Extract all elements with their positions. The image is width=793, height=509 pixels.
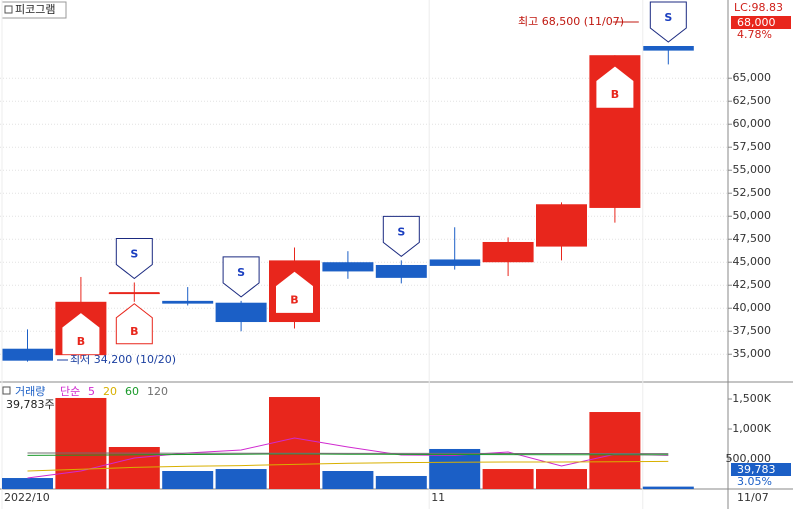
buy-signal xyxy=(115,303,153,345)
buy-signal-label: B xyxy=(611,88,619,101)
sell-signal-label: S xyxy=(237,266,245,279)
y-tick-label: 65,000 xyxy=(733,71,772,84)
y-tick-label: 37,500 xyxy=(733,324,772,337)
y-tick-label: 57,500 xyxy=(733,140,772,153)
lc-label: LC:98.83 xyxy=(734,1,783,14)
x-tick-label: 11 xyxy=(431,491,445,504)
y-tick-label: 35,000 xyxy=(733,347,772,360)
sell-signal-label: S xyxy=(664,11,672,24)
candle-body xyxy=(536,204,587,247)
buy-signal xyxy=(276,271,313,313)
volume-bar xyxy=(375,475,427,489)
buy-signal-label: B xyxy=(77,335,85,348)
y-tick-label: 55,000 xyxy=(733,163,772,176)
volume-flag-label: 39,783 xyxy=(737,463,776,476)
sell-signal xyxy=(115,237,153,280)
ma-line xyxy=(27,452,669,455)
sell-signal xyxy=(222,256,260,298)
y-tick-label: 60,000 xyxy=(733,117,772,130)
volume-title: 거래량 xyxy=(15,385,45,398)
candle-body xyxy=(322,262,374,272)
y-tick-label: 40,000 xyxy=(733,301,772,314)
y-tick-label: 52,500 xyxy=(733,186,772,199)
legend-label: 20 xyxy=(103,385,117,398)
sell-signal-label: S xyxy=(397,225,405,238)
change-label: 4.78% xyxy=(737,28,772,41)
legend-label: 단순 xyxy=(60,385,80,398)
buy-signal-label: B xyxy=(290,293,298,306)
y-tick-label: 50,000 xyxy=(733,209,772,222)
legend-label: 5 xyxy=(88,385,95,398)
volume-icon xyxy=(2,386,11,395)
legend-label: 120 xyxy=(147,385,168,398)
legend-label: 60 xyxy=(125,385,139,398)
y-tick-label: 1,500K xyxy=(732,392,771,405)
y-tick-label: 62,500 xyxy=(733,94,772,107)
ma-line xyxy=(27,460,669,472)
sell-signal-label: S xyxy=(130,247,138,260)
volume-bar xyxy=(2,478,53,489)
ma-line xyxy=(27,437,669,479)
y-tick-label: 45,000 xyxy=(733,255,772,268)
volume-bar xyxy=(215,469,267,489)
candle-body xyxy=(429,259,481,266)
volume-ratio: 3.05% xyxy=(737,475,772,488)
candle-body xyxy=(108,292,160,295)
y-tick-label: 42,500 xyxy=(733,278,772,291)
price-flag xyxy=(731,16,791,29)
high-annotation: 최고 68,500 (11/07) xyxy=(518,15,624,28)
buy-signal xyxy=(596,66,634,108)
y-tick-label: 47,500 xyxy=(733,232,772,245)
volume-bar xyxy=(536,469,587,489)
x-tick-label: 11/07 xyxy=(737,491,769,504)
volume-bar xyxy=(55,397,107,489)
volume-bar xyxy=(162,471,214,489)
y-tick-label: 500,000 xyxy=(726,452,772,465)
candle-body xyxy=(215,302,267,323)
volume-bar xyxy=(589,412,641,489)
volume-bar xyxy=(482,469,534,489)
volume-bar xyxy=(642,486,694,489)
title-icon xyxy=(4,5,13,14)
chart-title: 피코그램 xyxy=(15,3,55,16)
ma-line xyxy=(27,453,669,456)
buy-signal xyxy=(62,313,100,355)
price-flag-label: 68,000 xyxy=(737,16,776,29)
x-tick-label: 2022/10 xyxy=(4,491,50,504)
volume-bar xyxy=(269,397,320,489)
volume-flag xyxy=(731,463,791,476)
candle-body xyxy=(642,46,694,51)
low-annotation: 최저 34,200 (10/20) xyxy=(70,353,176,366)
buy-signal-label: B xyxy=(130,325,138,338)
sell-signal xyxy=(649,1,687,43)
sell-signal xyxy=(382,215,420,258)
volume-bar xyxy=(322,471,374,489)
candle-body xyxy=(375,264,427,278)
candle-body xyxy=(2,348,53,361)
y-tick-label: 1,000K xyxy=(732,422,771,435)
candle-body xyxy=(162,300,214,304)
candle-body xyxy=(482,241,534,263)
